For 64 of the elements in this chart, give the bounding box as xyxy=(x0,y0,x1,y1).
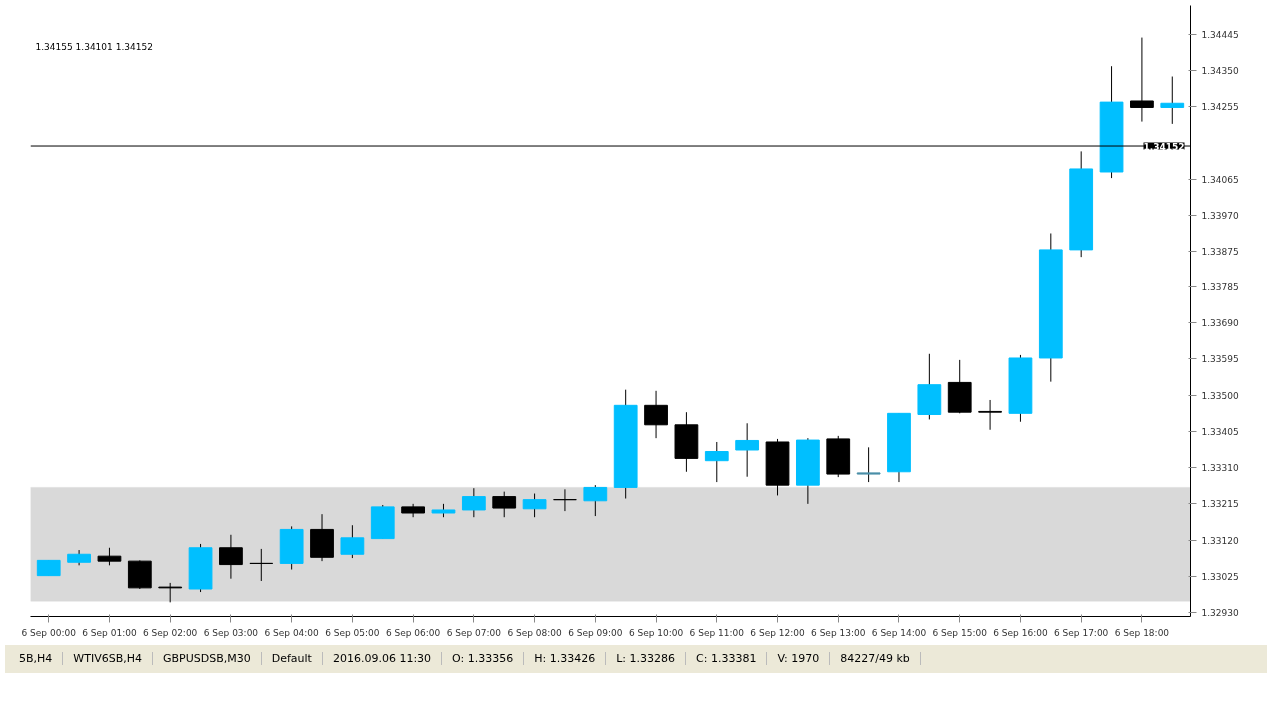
y-tick-label: 1.33025 xyxy=(1201,571,1239,582)
x-tick-label: 6 Sep 14:00 xyxy=(871,627,927,638)
text: 5B,H4 xyxy=(9,652,64,665)
candlestick xyxy=(583,484,608,517)
x-tick-label: 6 Sep 16:00 xyxy=(993,627,1048,638)
candlestick xyxy=(522,493,547,518)
y-tick-label: 1.33120 xyxy=(1201,535,1239,546)
text: WTIV6SB,H4 xyxy=(63,652,153,665)
x-tick-label: 6 Sep 08:00 xyxy=(507,627,563,638)
y-tick-label: 1.32930 xyxy=(1201,608,1239,619)
text: O: 1.33356 xyxy=(442,652,525,665)
y-tick-label: 1.33310 xyxy=(1201,463,1239,474)
candlestick xyxy=(1160,76,1185,125)
candlestick xyxy=(1130,37,1154,123)
x-tick-label: 6 Sep 17:00 xyxy=(1054,627,1109,638)
y-tick-label: 1.34350 xyxy=(1201,65,1239,76)
annotation: 1.34155 1.34101 1.34152 xyxy=(35,41,153,52)
candlestick xyxy=(704,441,729,483)
text: Default xyxy=(261,652,323,665)
text: C: 1.33381 xyxy=(686,652,768,665)
text: L: 1.33286 xyxy=(606,652,687,665)
y-tick-label: 1.34255 xyxy=(1201,102,1239,113)
x-tick-label: 6 Sep 05:00 xyxy=(325,627,380,638)
candlestick xyxy=(249,548,274,582)
x-tick-label: 6 Sep 11:00 xyxy=(689,627,745,638)
x-tick-label: 6 Sep 09:00 xyxy=(568,627,623,638)
candlestick xyxy=(219,534,243,580)
x-tick-label: 6 Sep 06:00 xyxy=(385,627,441,638)
ref-line-label: 1.34152 xyxy=(1143,141,1185,152)
y-tick-label: 1.33690 xyxy=(1201,317,1239,328)
x-tick-label: 6 Sep 12:00 xyxy=(750,627,805,638)
y-tick-label: 1.33970 xyxy=(1201,211,1239,222)
y-tick-label: 1.34065 xyxy=(1201,174,1239,185)
y-tick-label: 1.33595 xyxy=(1201,354,1239,365)
candlestick xyxy=(644,390,668,439)
candlestick xyxy=(553,488,577,512)
candlestick xyxy=(856,446,881,483)
text: 84227/49 kb xyxy=(830,652,921,665)
x-tick-label: 6 Sep 15:00 xyxy=(932,627,988,638)
y-tick-label: 1.33215 xyxy=(1201,499,1239,510)
candlestick xyxy=(340,524,365,559)
x-tick-label: 6 Sep 02:00 xyxy=(143,627,198,638)
x-tick-label: 6 Sep 00:00 xyxy=(21,627,77,638)
x-tick-label: 6 Sep 07:00 xyxy=(446,627,502,638)
x-tick-label: 6 Sep 01:00 xyxy=(82,627,137,638)
text: V: 1970 xyxy=(767,652,831,665)
candlestick xyxy=(735,422,760,478)
y-tick-label: 1.33500 xyxy=(1201,390,1239,401)
x-tick-label: 6 Sep 13:00 xyxy=(811,627,866,638)
y-tick-label: 1.33875 xyxy=(1201,247,1239,258)
candlestick xyxy=(461,487,486,518)
x-tick-label: 6 Sep 03:00 xyxy=(203,627,259,638)
y-tick-label: 1.33785 xyxy=(1201,281,1239,292)
text: 2016.09.06 11:30 xyxy=(322,652,443,665)
x-tick-label: 6 Sep 10:00 xyxy=(628,627,684,638)
y-tick-label: 1.33405 xyxy=(1201,426,1239,437)
candlestick xyxy=(492,491,517,518)
candlestick xyxy=(158,582,183,603)
text: H: 1.33426 xyxy=(524,652,607,665)
x-tick-label: 6 Sep 18:00 xyxy=(1114,627,1170,638)
y-tick-label: 1.34445 xyxy=(1201,29,1239,40)
candlestick xyxy=(978,399,1002,431)
x-tick-label: 6 Sep 04:00 xyxy=(264,627,320,638)
text: GBPUSDSB,M30 xyxy=(152,652,262,665)
